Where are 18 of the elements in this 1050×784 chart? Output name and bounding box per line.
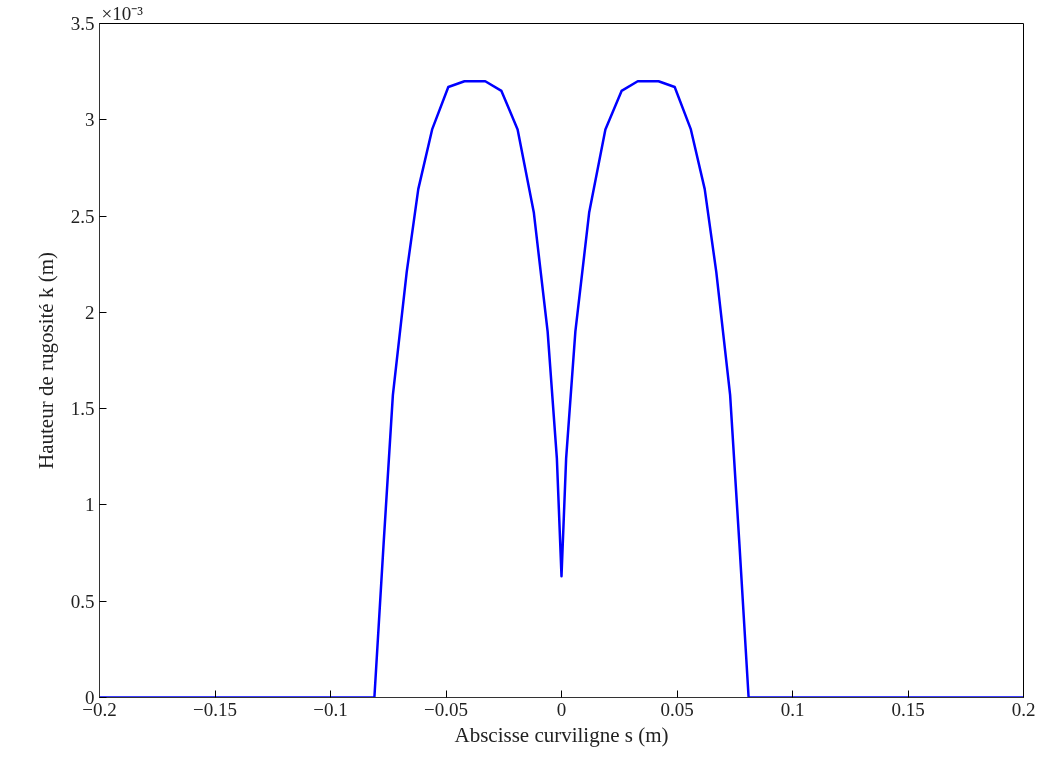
x-axis-title: Abscisse curviligne s (m) [454, 722, 669, 747]
x-tick-label: 0.1 [780, 698, 805, 720]
x-tick-label: −0.1 [313, 698, 348, 720]
x-tick-label: 0.05 [660, 698, 694, 720]
x-tick-label: 0.2 [1011, 698, 1036, 720]
x-tick-label: −0.15 [193, 698, 237, 720]
y-tick-label: 0.5 [70, 590, 95, 612]
annotation: ×10⁻³ [101, 2, 144, 24]
y-axis-title: Hauteur de rugosité k (m) [33, 252, 58, 469]
y-tick-label: 3 [85, 109, 95, 131]
x-tick-label: 0.15 [891, 698, 925, 720]
x-tick-label: −0.05 [424, 698, 468, 720]
y-tick-label: 1 [85, 494, 95, 516]
y-tick-label: 2 [85, 301, 95, 323]
y-tick-label: 1.5 [70, 398, 95, 420]
y-tick-label: 3.5 [70, 13, 95, 34]
x-tick-label: 0 [556, 698, 567, 720]
y-tick-label: 2.5 [70, 205, 95, 227]
